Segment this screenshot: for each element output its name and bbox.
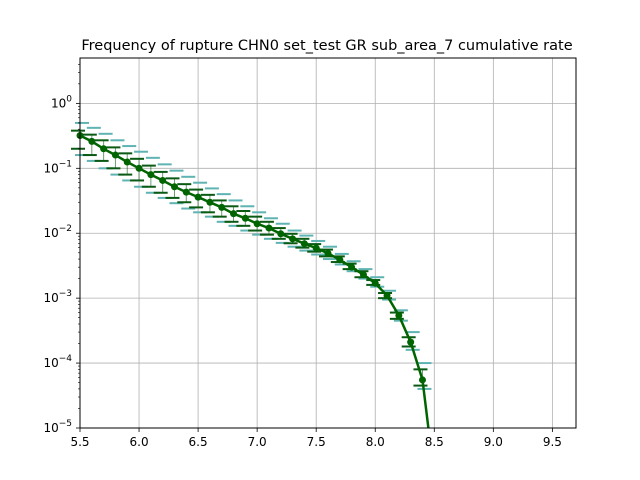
data-point — [159, 176, 167, 184]
data-point — [418, 376, 426, 384]
data-point — [241, 214, 249, 222]
data-point — [371, 279, 379, 287]
y-axis: 10−5 10−4 10−3 10−2 10−1 100 — [43, 63, 80, 435]
x-tick-label: 7.5 — [307, 435, 326, 449]
data-point — [111, 151, 119, 159]
data-point — [324, 249, 332, 257]
x-tick-label: 9.5 — [543, 435, 562, 449]
data-point — [230, 210, 238, 218]
y-tick-label: 10−2 — [43, 224, 72, 240]
data-point — [194, 193, 202, 201]
data-point — [336, 256, 344, 264]
data-point — [123, 158, 131, 166]
data-point — [348, 263, 356, 271]
data-point — [383, 291, 391, 299]
x-tick-label: 8.0 — [366, 435, 385, 449]
data-point — [88, 137, 96, 145]
data-point — [218, 203, 226, 211]
data-series — [76, 132, 430, 429]
data-point — [300, 240, 308, 248]
data-point — [359, 271, 367, 279]
data-point — [265, 224, 273, 232]
y-tick-label: 10−1 — [43, 159, 72, 175]
data-point — [182, 188, 190, 196]
data-point — [407, 338, 415, 346]
data-point — [289, 235, 297, 243]
data-point — [100, 145, 108, 153]
y-tick-label: 10−5 — [43, 419, 72, 435]
data-point — [395, 312, 403, 320]
data-point — [206, 198, 214, 206]
chart-title: Frequency of rupture CHN0 set_test GR su… — [81, 38, 572, 54]
x-tick-label: 9.0 — [484, 435, 503, 449]
data-point — [277, 230, 285, 238]
data-point — [135, 164, 143, 172]
y-tick-label: 100 — [51, 94, 72, 110]
y-tick-label: 10−3 — [43, 289, 72, 305]
data-point — [253, 220, 261, 228]
x-tick-label: 8.5 — [425, 435, 444, 449]
y-tick-label: 10−4 — [43, 354, 72, 370]
x-tick-label: 6.5 — [189, 435, 208, 449]
x-tick-label: 7.0 — [248, 435, 267, 449]
x-tick-label: 5.5 — [70, 435, 89, 449]
x-axis: 5.5 6.0 6.5 7.0 7.5 8.0 8.5 9.0 9.5 — [70, 428, 562, 449]
data-point — [312, 244, 320, 252]
x-tick-label: 6.0 — [130, 435, 149, 449]
data-point — [170, 183, 178, 191]
data-point — [147, 171, 155, 179]
